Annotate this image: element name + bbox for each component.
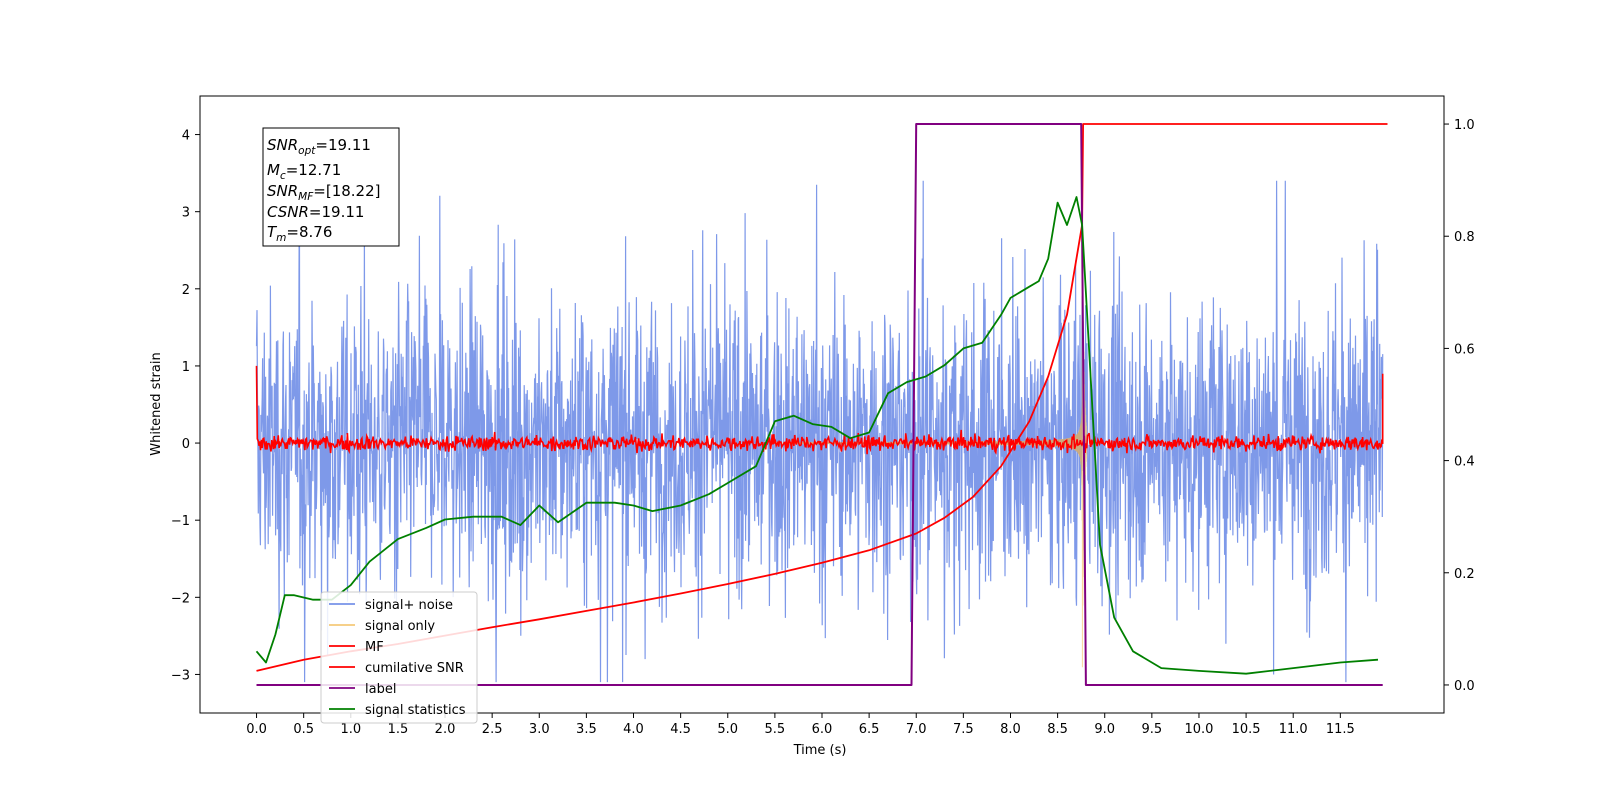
x-tick-label: 9.0 [1094,722,1115,737]
x-tick-label: 1.5 [388,722,409,737]
series-label [256,123,1383,686]
svg-text:label: label [365,682,396,697]
x-tick-label: 9.5 [1142,722,1163,737]
series-signal-noise [255,180,1384,683]
x-tick-label: 3.0 [529,722,550,737]
x-tick-label: 0.0 [246,722,267,737]
svg-text:signal statistics: signal statistics [365,703,466,718]
y-left-tick-label: 0 [182,437,190,452]
annotation-mc: Mc=12.71 [267,161,341,182]
y-right-tick-label: 0.6 [1454,342,1475,357]
x-tick-label: 11.5 [1326,722,1355,737]
x-tick-label: 3.5 [576,722,597,737]
y-left-tick-label: 3 [182,206,190,221]
x-tick-label: 2.5 [482,722,503,737]
y-axis-left: −3 −2 −1 0 1 2 3 4 [171,129,200,683]
x-tick-label: 4.0 [623,722,644,737]
series-mf [255,365,1384,455]
y-axis-label: Whitened strain [149,352,164,455]
y-right-tick-label: 0.8 [1454,230,1475,245]
legend: signal+ noise signal only MF cumilative … [320,591,478,724]
svg-text:signal only: signal only [365,619,435,634]
y-axis-right: 0.0 0.2 0.4 0.6 0.8 1.0 [1444,118,1475,694]
y-left-tick-label: 2 [182,283,190,298]
x-tick-label: 10.0 [1184,722,1213,737]
x-axis-label: Time (s) [793,743,847,758]
x-tick-label: 8.0 [1000,722,1021,737]
x-tick-label: 11.0 [1279,722,1308,737]
series-signal-only-envelope [784,400,1083,486]
y-left-tick-label: −3 [171,668,190,683]
legend-item-signal-noise: signal+ noise [329,598,453,613]
x-tick-label: 10.5 [1232,722,1261,737]
svg-text:MF: MF [365,640,384,655]
annotation-snr-opt: SNRopt=19.11 [267,136,371,157]
x-tick-label: 2.0 [435,722,456,737]
y-right-tick-label: 0.0 [1454,679,1475,694]
legend-item-label: label [329,682,396,697]
y-right-tick-label: 0.2 [1454,567,1475,582]
y-right-tick-label: 0.4 [1454,455,1475,470]
y-right-tick-label: 1.0 [1454,118,1475,133]
x-tick-label: 7.0 [906,722,927,737]
y-left-tick-label: −1 [171,514,190,529]
x-tick-label: 4.5 [670,722,691,737]
svg-text:signal+ noise: signal+ noise [365,598,453,613]
x-tick-label: 0.5 [293,722,314,737]
x-tick-label: 1.0 [340,722,361,737]
svg-text:cumilative SNR: cumilative SNR [365,661,464,676]
annotation-tm: Tm=8.76 [267,223,332,244]
legend-item-signal-only: signal only [329,619,435,634]
legend-item-mf: MF [329,640,384,655]
legend-item-cumulative-snr: cumilative SNR [329,661,464,676]
x-tick-label: 7.5 [953,722,974,737]
annotation-csnr: CSNR=19.11 [267,203,364,221]
x-tick-label: 5.5 [765,722,786,737]
y-left-tick-label: 4 [182,129,190,144]
annotation-snr-mf: SNRMF=[18.22] [267,182,381,203]
x-tick-label: 5.0 [717,722,738,737]
y-left-tick-label: −2 [171,591,190,606]
x-tick-label: 6.0 [812,722,833,737]
y-left-tick-label: 1 [182,360,190,375]
annotation-box: SNRopt=19.11 Mc=12.71 SNRMF=[18.22] CSNR… [262,127,400,247]
series-signal-statistics [255,196,1379,675]
x-axis: 0.0 0.5 1.0 1.5 2.0 2.5 3.0 3.5 4.0 4.5 5.0 5.5 6.0 6… [246,713,1355,737]
x-tick-label: 8.5 [1047,722,1068,737]
x-tick-label: 6.5 [859,722,880,737]
legend-item-signal-statistics: signal statistics [329,703,466,718]
